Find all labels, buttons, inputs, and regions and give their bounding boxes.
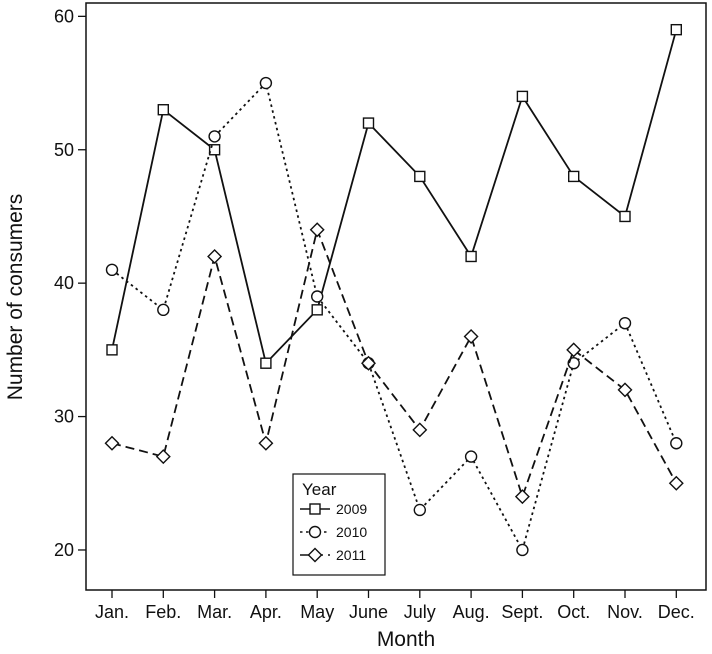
data-point-2010 [208,130,221,143]
data-point-2011 [566,342,582,358]
data-point-2009 [568,170,580,183]
data-point-2010 [516,543,529,557]
x-tick-label: Nov. [607,602,643,622]
y-tick-label: 20 [54,540,74,560]
data-point-2009 [157,104,170,116]
data-point-2011 [155,449,171,465]
legend-label-2011: 2011 [336,547,366,563]
x-tick-label: Jan. [95,602,129,622]
data-point-2009 [516,90,529,103]
series-line-2009 [111,29,678,366]
legend: Year 2009 2010 2011 [292,473,386,576]
data-point-2009 [311,304,323,316]
x-axis: Jan. Feb. Mar. Apr. May June July Aug. Sept. Oct.… [95,590,695,622]
data-point-2009 [362,117,375,129]
y-axis-title: Number of consumers [4,194,27,401]
data-point-2010 [311,290,324,303]
x-tick-label: Mar. [197,602,232,622]
y-tick-label: 60 [54,6,74,26]
x-tick-label: Dec. [658,602,695,622]
data-point-2011 [207,248,223,264]
legend-box [292,473,386,576]
series-2011 [104,222,684,505]
x-tick-label: July [404,602,436,622]
data-point-2011 [463,329,479,345]
data-point-2009 [208,144,221,156]
data-point-2011 [668,475,684,491]
series-line-2010 [111,81,678,553]
data-point-2011 [258,435,274,451]
data-point-2010 [105,263,119,277]
data-point-2010 [670,437,683,450]
data-point-2011 [104,435,120,451]
legend-marker-2011 [307,547,323,563]
data-point-2011 [617,382,633,398]
series-2010 [105,76,683,557]
data-point-2009 [670,23,682,36]
y-tick-label: 50 [54,140,74,160]
legend-label-2009: 2009 [336,501,367,517]
legend-marker-2009 [309,503,321,515]
x-axis-title: Month [377,628,435,651]
data-point-2010 [157,303,170,317]
data-point-2009 [619,210,631,223]
plot-frame [85,2,707,591]
data-point-2011 [514,489,530,505]
y-axis: 20 30 40 50 60 [54,6,86,560]
x-tick-label: June [349,602,388,622]
x-tick-label: Feb. [145,602,181,622]
x-tick-label: May [300,602,334,622]
x-tick-label: Sept. [501,602,543,622]
x-tick-label: Oct. [557,602,590,622]
legend-title: Year [302,480,337,499]
series-layer [104,23,684,557]
data-point-2011 [412,422,428,438]
legend-marker-2010 [308,525,322,539]
y-tick-label: 30 [54,407,74,427]
x-tick-label: Aug. [453,602,490,622]
data-point-2011 [361,355,376,371]
data-point-2010 [618,316,632,330]
legend-label-2010: 2010 [336,524,367,540]
series-2009 [106,23,682,369]
series-line-2011 [111,226,678,500]
data-point-2010 [464,450,478,463]
y-tick-label: 40 [54,273,74,293]
data-point-2009 [414,170,426,183]
data-point-2010 [259,76,273,90]
data-point-2009 [260,357,272,369]
data-point-2009 [465,250,477,263]
x-tick-label: Apr. [250,602,282,622]
data-point-2009 [106,344,118,356]
data-point-2010 [413,503,426,517]
data-point-2011 [309,222,325,238]
